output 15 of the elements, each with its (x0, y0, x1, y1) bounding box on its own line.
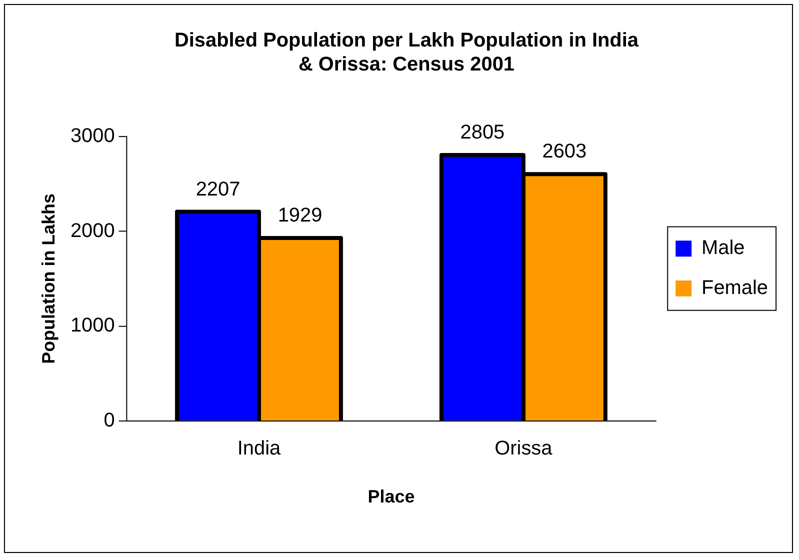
data-label: 2207 (196, 178, 240, 200)
legend-label: Female (702, 276, 768, 299)
chart-title: Disabled Population per Lakh Population in India & Orissa: Census 2001 (174, 29, 640, 76)
y-tick-label: 0 (104, 409, 115, 432)
y-axis-title: Population in Lakhs (38, 194, 59, 364)
y-tick-label: 3000 (70, 125, 115, 148)
data-label: 2603 (542, 140, 587, 163)
y-tick-label: 2000 (70, 220, 115, 242)
y-tick-label: 1000 (70, 314, 115, 337)
data-label: 2805 (460, 122, 505, 144)
x-tick-label: India (237, 437, 282, 460)
x-axis-title: Place (368, 486, 415, 506)
legend-label: Male (702, 237, 745, 260)
x-tick-label: Orissa (494, 437, 554, 460)
data-label: 1929 (278, 204, 322, 227)
